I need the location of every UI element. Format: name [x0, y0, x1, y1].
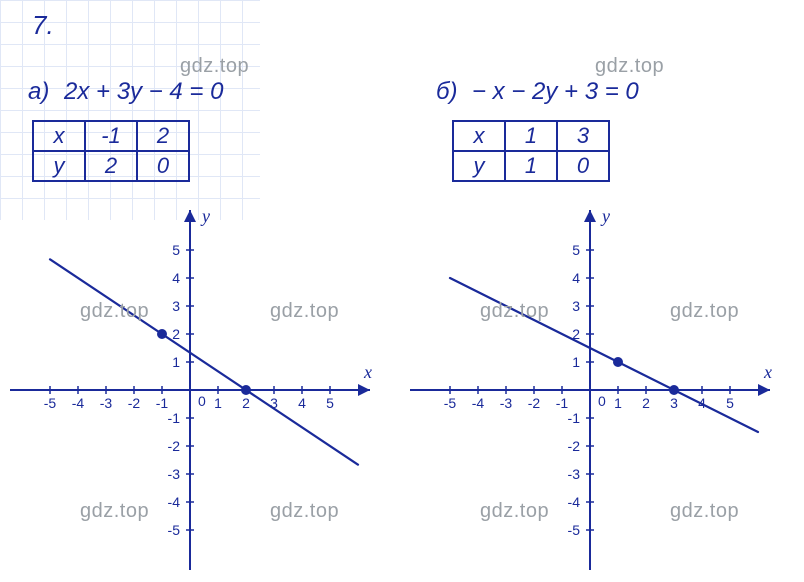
equation-b: − x − 2y + 3 = 0 [472, 78, 639, 106]
svg-text:-1: -1 [568, 410, 581, 426]
svg-text:5: 5 [326, 395, 334, 411]
part-a-label: а) [28, 78, 49, 106]
svg-text:-2: -2 [528, 395, 541, 411]
svg-text:-1: -1 [168, 410, 181, 426]
svg-text:0: 0 [598, 393, 606, 409]
svg-text:2: 2 [642, 395, 650, 411]
svg-text:-1: -1 [556, 395, 569, 411]
watermark: gdz.top [80, 500, 149, 523]
svg-text:-3: -3 [500, 395, 513, 411]
svg-text:-1: -1 [156, 395, 169, 411]
svg-text:-5: -5 [168, 522, 181, 538]
table-row: y 2 0 [33, 151, 189, 181]
watermark: gdz.top [480, 300, 549, 323]
svg-text:2: 2 [242, 395, 250, 411]
svg-text:-3: -3 [168, 466, 181, 482]
svg-text:3: 3 [172, 298, 180, 314]
svg-text:-2: -2 [568, 438, 581, 454]
watermark: gdz.top [270, 300, 339, 323]
svg-text:-2: -2 [168, 438, 181, 454]
watermark: gdz.top [480, 500, 549, 523]
svg-text:1: 1 [214, 395, 222, 411]
part-b-label: б) [436, 78, 458, 106]
watermark: gdz.top [595, 55, 664, 78]
problem-number: 7. [32, 10, 54, 41]
svg-text:1: 1 [172, 354, 180, 370]
svg-text:5: 5 [572, 242, 580, 258]
svg-text:2: 2 [172, 326, 180, 342]
svg-text:-4: -4 [72, 395, 85, 411]
watermark: gdz.top [80, 300, 149, 323]
svg-text:y: y [600, 206, 610, 226]
table-cell: 1 [505, 151, 557, 181]
svg-text:3: 3 [572, 298, 580, 314]
svg-text:1: 1 [614, 395, 622, 411]
svg-text:0: 0 [198, 393, 206, 409]
svg-text:1: 1 [572, 354, 580, 370]
table-cell: 2 [85, 151, 137, 181]
svg-text:x: x [763, 362, 772, 382]
table-row: x 1 3 [453, 121, 609, 151]
svg-text:4: 4 [298, 395, 306, 411]
equation-a: 2x + 3y − 4 = 0 [64, 78, 223, 106]
table-row: x -1 2 [33, 121, 189, 151]
svg-text:-5: -5 [568, 522, 581, 538]
table-b: x 1 3 y 1 0 [452, 120, 610, 182]
table-cell: y [453, 151, 505, 181]
table-cell: y [33, 151, 85, 181]
svg-text:-2: -2 [128, 395, 141, 411]
svg-text:4: 4 [172, 270, 180, 286]
svg-text:-5: -5 [444, 395, 457, 411]
table-cell: 0 [557, 151, 609, 181]
table-cell: 0 [137, 151, 189, 181]
svg-text:5: 5 [172, 242, 180, 258]
svg-text:3: 3 [670, 395, 678, 411]
svg-text:-3: -3 [568, 466, 581, 482]
watermark: gdz.top [180, 55, 249, 78]
svg-text:-4: -4 [472, 395, 485, 411]
svg-text:5: 5 [726, 395, 734, 411]
table-cell: 2 [137, 121, 189, 151]
chart-a: -5-4-3-2-112345-5-4-3-2-1123450xy [0, 200, 380, 580]
svg-text:-3: -3 [100, 395, 113, 411]
svg-text:-4: -4 [568, 494, 581, 510]
table-cell: -1 [85, 121, 137, 151]
table-cell: x [453, 121, 505, 151]
svg-text:-5: -5 [44, 395, 57, 411]
chart-b: -5-4-3-2-112345-5-4-3-2-1123450xy [400, 200, 780, 580]
watermark: gdz.top [270, 500, 339, 523]
table-cell: x [33, 121, 85, 151]
table-cell: 3 [557, 121, 609, 151]
svg-text:y: y [200, 206, 210, 226]
watermark: gdz.top [670, 300, 739, 323]
table-row: y 1 0 [453, 151, 609, 181]
svg-text:x: x [363, 362, 372, 382]
table-cell: 1 [505, 121, 557, 151]
table-a: x -1 2 y 2 0 [32, 120, 190, 182]
watermark: gdz.top [670, 500, 739, 523]
svg-text:-4: -4 [168, 494, 181, 510]
svg-text:4: 4 [572, 270, 580, 286]
